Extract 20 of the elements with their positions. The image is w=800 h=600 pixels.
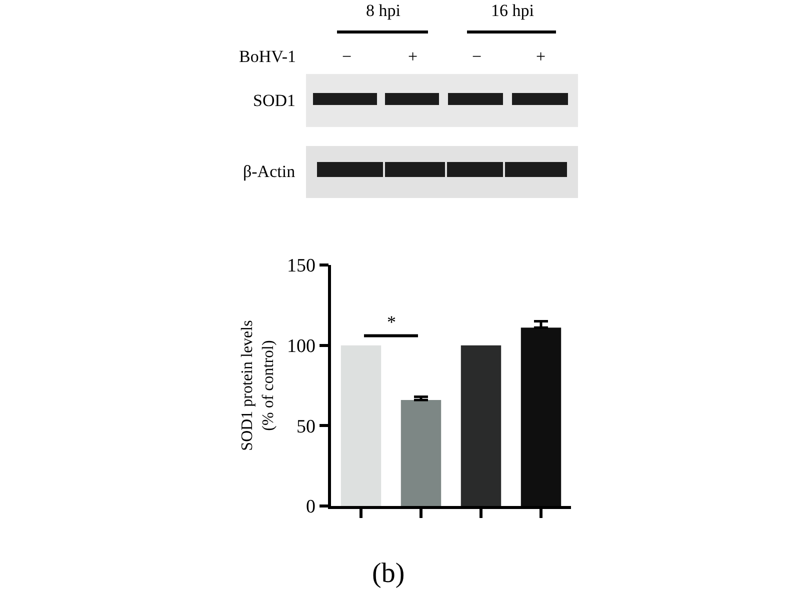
text: + (408, 47, 418, 66)
annotation: * (387, 312, 396, 332)
bar (400, 400, 442, 506)
bar (460, 345, 502, 506)
text: (b) (372, 558, 405, 589)
bar (340, 345, 382, 506)
text: 8 hpi (366, 1, 401, 20)
text: SOD1 (253, 91, 296, 110)
text: 16 hpi (491, 1, 534, 20)
y-tick-label: 0 (306, 496, 316, 518)
y-tick-label: 150 (286, 256, 316, 277)
text: + (536, 47, 546, 66)
text: − (342, 47, 352, 66)
y-tick-label: 50 (296, 416, 316, 438)
y-axis-title: SOD1 protein levels (% of control) (239, 320, 277, 451)
bar (520, 328, 562, 506)
text: BoHV-1 (239, 47, 296, 66)
text: − (472, 47, 482, 66)
text: β-Actin (243, 162, 296, 181)
y-tick-label: 100 (286, 336, 316, 357)
